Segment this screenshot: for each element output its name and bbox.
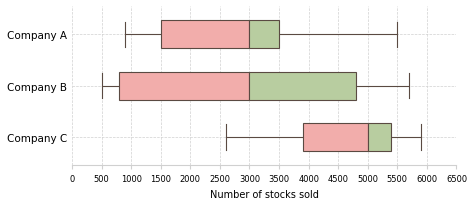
- Bar: [161, 21, 249, 49]
- Bar: [368, 123, 392, 152]
- Bar: [119, 72, 249, 100]
- Bar: [303, 123, 368, 152]
- Bar: [249, 72, 356, 100]
- X-axis label: Number of stocks sold: Number of stocks sold: [210, 189, 319, 199]
- Bar: [249, 21, 279, 49]
